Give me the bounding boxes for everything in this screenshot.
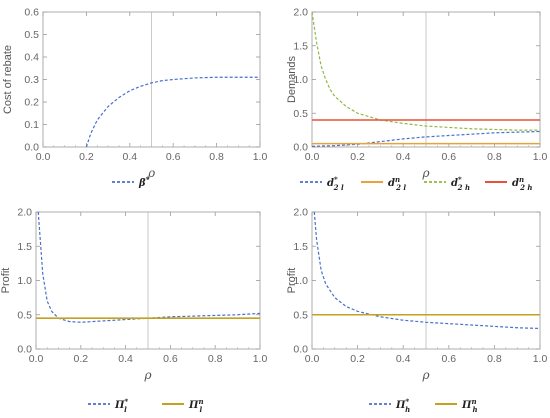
x-tick-label: 0.0 [36, 151, 51, 163]
x-tick-label: 0.0 [305, 353, 320, 365]
x-tick-label: 0.0 [29, 353, 44, 365]
y-tick-label: 0.5 [293, 309, 308, 321]
y-tick-label: 0.4 [24, 52, 39, 64]
y-tick-label: 0.5 [24, 29, 39, 41]
legend-label: d* 2 h [451, 175, 470, 192]
y-tick-label: 1.5 [17, 241, 32, 253]
y-tick-label: 2.0 [17, 207, 32, 219]
x-tick-label: 0.4 [122, 151, 137, 163]
legend-label: d* 2 l [327, 175, 344, 192]
y-tick-label: 0.6 [24, 7, 39, 19]
x-tick-label: 1.0 [533, 353, 548, 365]
y-axis-label: Cost of rebate [2, 45, 14, 114]
x-tick-label: 0.4 [396, 151, 411, 163]
legend-label: Πn h [461, 397, 478, 414]
x-tick-label: 0.4 [118, 353, 133, 365]
legend-label: β* [138, 175, 150, 189]
y-axis-label: Demands [286, 55, 298, 103]
x-axis-label: ρ [421, 166, 429, 180]
series-line [85, 76, 260, 148]
y-tick-label: 1.0 [293, 74, 308, 86]
x-axis-label: ρ [421, 368, 429, 382]
y-tick-label: 1.0 [17, 275, 32, 287]
x-tick-label: 0.6 [441, 151, 456, 163]
x-tick-label: 0.2 [79, 151, 94, 163]
y-tick-label: 2.0 [293, 7, 308, 19]
y-tick-label: 0.0 [293, 142, 308, 154]
x-tick-label: 1.0 [533, 151, 548, 163]
chart-panel-1: 0.0 0.2 0.4 0.6 0.8 1.0 0.0 0.1 0.2 0.3 0.4 0.5 0.6 ρ… [2, 7, 267, 190]
y-tick-label: 2.0 [293, 207, 308, 219]
y-tick-label: 0.3 [24, 74, 39, 86]
x-tick-label: 0.6 [166, 151, 181, 163]
x-tick-label: 0.2 [350, 151, 365, 163]
legend-label: Πn l [188, 397, 204, 414]
x-tick-label: 0.2 [350, 353, 365, 365]
chart-panel-3: 0.0 0.2 0.4 0.6 0.8 1.0 0.0 0.5 1.0 1.5 2.0 ρ Profit… [0, 207, 267, 415]
x-tick-label: 1.0 [253, 151, 268, 163]
y-tick-label: 0.0 [293, 344, 308, 356]
legend-label: Π* h [395, 397, 410, 414]
x-tick-label: 0.8 [487, 353, 502, 365]
y-tick-label: 0.0 [24, 142, 39, 154]
x-tick-label: 0.8 [208, 353, 223, 365]
y-tick-label: 1.0 [293, 275, 308, 287]
series-line [311, 130, 541, 147]
chart-panel-2: 0.0 0.2 0.4 0.6 0.8 1.0 0.0 0.5 1.0 1.5 2.0 ρ Demand… [286, 7, 547, 193]
x-tick-label: 0.2 [73, 353, 88, 365]
series-line [313, 211, 541, 330]
y-tick-label: 0.0 [17, 344, 32, 356]
x-tick-label: 0.8 [487, 151, 502, 163]
y-axis-label: Profit [0, 268, 12, 294]
y-tick-label: 0.1 [24, 119, 39, 131]
series-line [311, 11, 540, 131]
chart-panel-4: 0.0 0.2 0.4 0.6 0.8 1.0 0.0 0.5 1.0 1.5 2.0 ρ Profit… [286, 207, 547, 415]
y-tick-label: 1.5 [293, 40, 308, 52]
y-tick-label: 0.5 [293, 108, 308, 120]
x-tick-label: 1.0 [253, 353, 268, 365]
x-tick-label: 0.6 [163, 353, 178, 365]
y-tick-label: 0.2 [24, 97, 39, 109]
x-tick-label: 0.8 [209, 151, 224, 163]
x-axis-label: ρ [143, 368, 151, 382]
series-line [37, 211, 261, 323]
x-tick-label: 0.0 [305, 151, 320, 163]
legend-label: dn 2 h [512, 175, 533, 192]
x-tick-label: 0.6 [441, 353, 456, 365]
y-axis-label: Profit [286, 268, 298, 294]
y-tick-label: 1.5 [293, 241, 308, 253]
x-tick-label: 0.4 [396, 353, 411, 365]
legend-label: dn 2 l [388, 175, 406, 192]
y-tick-label: 0.5 [17, 309, 32, 321]
legend-label: Π* l [114, 397, 128, 414]
x-axis-label: ρ [147, 166, 155, 180]
